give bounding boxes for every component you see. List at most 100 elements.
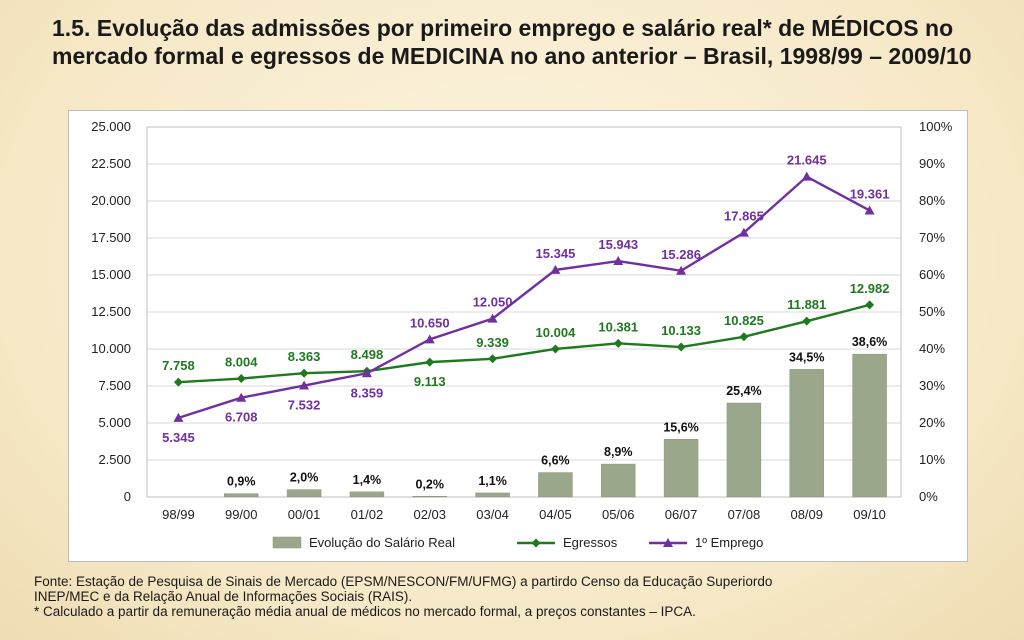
legend-swatch-bar [272,536,302,549]
egressos-data-label: 8.498 [351,347,384,362]
primeiro-emprego-data-label: 6.708 [225,410,258,425]
egressos-point [236,374,246,384]
bar-salario [349,491,385,498]
right-tick-label: 30% [919,378,945,393]
left-tick-label: 0 [124,489,131,504]
egressos-point [739,332,749,342]
x-tick-label: 02/03 [413,507,446,522]
primeiro-emprego-data-label: 15.943 [598,237,638,252]
primeiro-emprego-data-label: 7.532 [288,398,321,413]
page-title: 1.5. Evolução das admissões por primeiro… [52,15,972,69]
x-tick-label: 07/08 [728,507,761,522]
primeiro-emprego-point [550,264,561,274]
egressos-point [613,338,623,348]
bar-data-label: 1,1% [478,474,507,488]
left-tick-label: 25.000 [91,119,131,134]
primeiro-emprego-data-label: 15.345 [536,246,576,261]
source-notes: Fonte: Estação de Pesquisa de Sinais de … [34,574,1014,619]
bar-salario [601,463,636,498]
x-tick-label: 00/01 [288,507,321,522]
bar-data-label: 6,6% [541,454,570,468]
bar-salario [412,496,447,498]
bar-data-label: 8,9% [604,445,633,459]
right-tick-label: 0% [919,489,938,504]
egressos-point [425,357,435,367]
x-tick-label: 05/06 [602,507,635,522]
x-tick-label: 04/05 [539,507,572,522]
bar-salario [726,402,762,498]
left-tick-label: 7.500 [98,378,131,393]
left-tick-label: 12.500 [91,304,131,319]
primeiro-emprego-point [676,265,687,275]
right-tick-label: 10% [919,452,945,467]
primeiro-emprego-point [487,313,498,323]
right-tick-label: 90% [919,156,945,171]
x-tick-label: 08/09 [790,507,823,522]
bar-data-label: 1,4% [353,473,382,487]
right-tick-label: 100% [919,119,953,134]
legend-label: Evolução do Salário Real [309,535,455,550]
x-tick-label: 03/04 [476,507,509,522]
primeiro-emprego-data-label: 21.645 [787,153,827,168]
egressos-point [299,368,309,378]
source-line: INEP/MEC e da Relação Anual de Informaçõ… [34,589,413,604]
footnote-line: * Calculado a partir da remuneração médi… [34,604,696,619]
egressos-data-label: 11.881 [787,297,826,312]
legend-swatch-marker [663,538,673,547]
x-tick-label: 09/10 [853,507,886,522]
bar-salario [852,353,887,498]
egressos-point [488,354,498,364]
primeiro-emprego-data-label: 17.865 [724,209,764,224]
x-tick-label: 06/07 [665,507,698,522]
egressos-point [865,300,875,310]
source-line: Fonte: Estação de Pesquisa de Sinais de … [34,574,773,589]
primeiro-emprego-point [738,227,749,237]
primeiro-emprego-point [361,368,372,378]
bar-data-label: 0,9% [227,475,256,489]
bar-salario [286,489,322,498]
x-tick-label: 99/00 [225,507,258,522]
right-tick-label: 70% [919,230,945,245]
primeiro-emprego-point [424,334,435,344]
primeiro-emprego-point [613,256,624,266]
plot-frame [146,126,902,498]
primeiro-emprego-data-label: 5.345 [162,430,195,445]
chart-container: 0 2.500 5.000 7.500 10.000 12.500 15.000 17.500… [68,110,968,562]
bar-data-label: 2,0% [290,471,319,485]
left-tick-label: 17.500 [91,230,131,245]
primeiro-emprego-line [178,175,871,420]
primeiro-emprego-data-label: 15.286 [661,247,701,262]
egressos-data-label: 10.004 [536,325,577,340]
x-tick-label: 01/02 [351,507,384,522]
primeiro-emprego-data-label: 8.359 [351,385,384,400]
egressos-point [676,342,686,352]
primeiro-emprego-point [864,205,875,215]
egressos-data-label: 8.363 [288,349,321,364]
right-tick-label: 50% [919,304,945,319]
legend-label: 1º Emprego [695,535,763,550]
bar-data-label: 15,6% [663,420,698,434]
legend-swatch-marker [531,538,541,548]
egressos-data-label: 10.825 [724,313,764,328]
bar-data-label: 38,6% [852,335,887,349]
left-tick-label: 20.000 [91,193,131,208]
right-tick-label: 40% [919,341,945,356]
left-tick-label: 15.000 [91,267,131,282]
bar-data-label: 0,2% [416,477,445,491]
bar-salario [538,472,573,498]
bar-salario [663,439,699,498]
right-tick-label: 80% [919,193,945,208]
egressos-point [550,344,560,354]
bar-salario [475,492,510,498]
legend-label: Egressos [563,535,618,550]
egressos-data-label: 10.381 [598,319,638,334]
egressos-data-label: 7.758 [162,358,195,373]
bar-salario [789,369,824,498]
primeiro-emprego-point [299,380,310,390]
bar-salario [224,493,259,498]
primeiro-emprego-point [801,171,812,181]
primeiro-emprego-point [173,412,184,422]
egressos-data-label: 8.004 [225,355,258,370]
bar-data-label: 34,5% [789,350,824,364]
left-tick-label: 2.500 [98,452,131,467]
